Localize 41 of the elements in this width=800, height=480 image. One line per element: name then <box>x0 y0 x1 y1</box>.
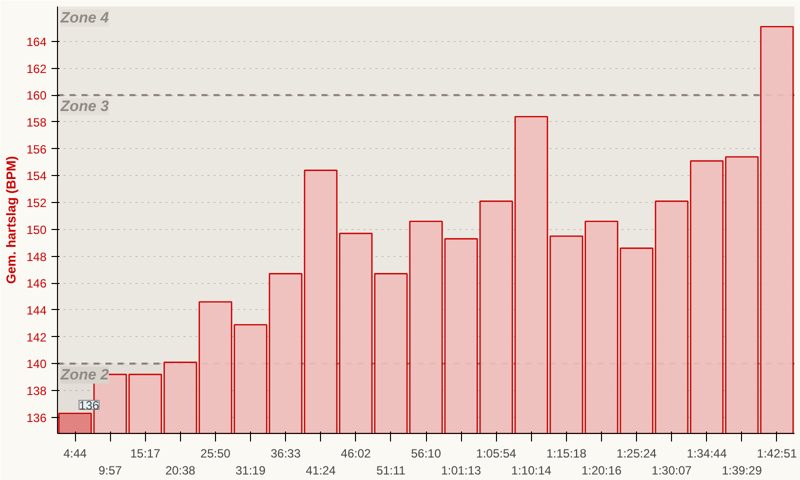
y-tick-label: 142 <box>26 330 47 344</box>
x-tick-label: 20:38 <box>165 463 196 478</box>
y-axis-title: Gem. hartslag (BPM) <box>3 156 18 284</box>
x-tick-label: 41:24 <box>306 463 336 478</box>
y-tick-label: 160 <box>26 88 47 103</box>
x-tick-label: 46:02 <box>340 446 372 460</box>
band-label: Zone 3 <box>60 98 110 116</box>
x-tick-label: 56:10 <box>410 446 442 460</box>
y-tick-label: 146 <box>26 276 47 291</box>
band-label: Zone 2 <box>60 366 110 384</box>
y-tick-label: 150 <box>26 222 47 237</box>
x-tick-label: 1:39:29 <box>722 463 762 478</box>
x-tick-label: 1:01:13 <box>441 463 482 478</box>
x-tick-label: 4:44 <box>63 446 88 460</box>
x-tick-label: 1:05:54 <box>476 446 517 460</box>
x-tick-label: 25:50 <box>200 446 231 460</box>
band-label: Zone 4 <box>60 10 110 26</box>
x-tick-label: 1:30:07 <box>652 463 692 478</box>
x-tick-label: 15:17 <box>130 446 161 460</box>
x-tick-label: 1:34:44 <box>686 446 728 460</box>
y-tick-label: 136 <box>26 410 47 425</box>
data-label: 136 <box>79 398 100 412</box>
x-tick-label: 36:33 <box>270 446 301 460</box>
y-tick-label: 162 <box>26 62 47 76</box>
y-tick-label: 156 <box>26 142 47 156</box>
x-tick-label: 9:57 <box>98 463 122 478</box>
y-tick-label: 140 <box>26 357 47 372</box>
x-tick-label: 31:19 <box>236 463 266 478</box>
x-tick-label: 1:15:18 <box>546 446 587 460</box>
x-tick-label: 1:10:14 <box>511 463 552 478</box>
y-tick-label: 164 <box>26 34 47 49</box>
y-tick-label: 148 <box>26 250 47 264</box>
x-tick-label: 1:42:51 <box>756 446 798 460</box>
y-tick-label: 152 <box>26 196 47 210</box>
y-tick-label: 154 <box>26 169 47 184</box>
y-tick-label: 158 <box>26 115 47 130</box>
y-tick-label: 144 <box>26 303 47 318</box>
x-tick-label: 1:25:24 <box>616 446 657 460</box>
x-tick-label: 51:11 <box>376 463 406 478</box>
x-tick-label: 1:20:16 <box>581 463 622 478</box>
y-tick-label: 138 <box>26 384 47 398</box>
